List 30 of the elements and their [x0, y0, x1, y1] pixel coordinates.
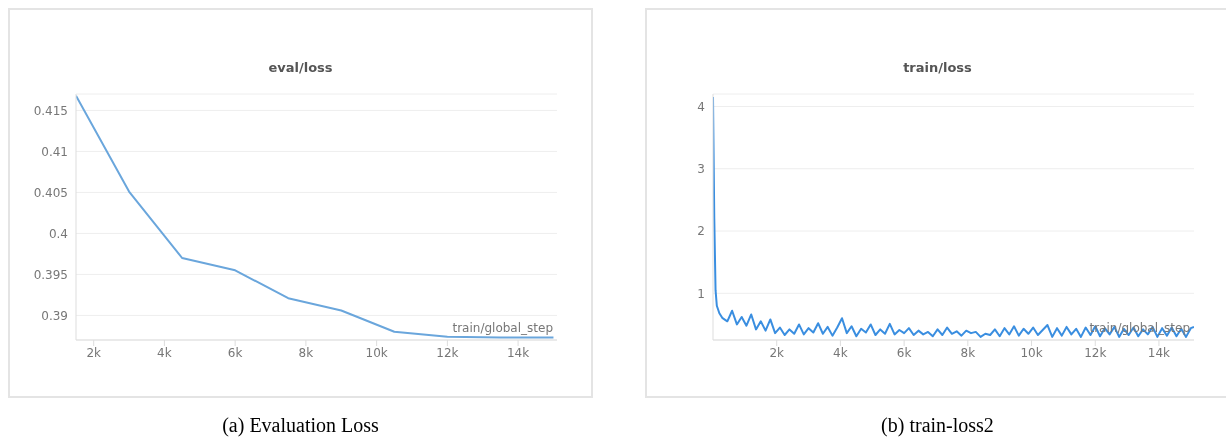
- chart-title: train/loss: [902, 60, 973, 75]
- x-tick-label: 10k: [1020, 345, 1043, 360]
- line-series: [76, 94, 555, 339]
- y-tick-label: 3: [697, 161, 705, 176]
- x-tick-label: 8k: [960, 345, 976, 360]
- y-tick-label: 0.39: [41, 308, 68, 323]
- x-tick-label: 6k: [896, 345, 912, 360]
- y-tick-label: 1: [697, 286, 705, 301]
- x-axis-title: train/global_step: [452, 321, 553, 335]
- y-tick-label: 0.415: [33, 103, 68, 118]
- x-tick-label: 2k: [769, 345, 785, 360]
- x-tick-label: 4k: [833, 345, 848, 360]
- x-tick-label: 14k: [1147, 345, 1171, 360]
- x-tick-label: 14k: [506, 345, 530, 360]
- y-tick-label: 0.395: [33, 267, 68, 282]
- chart-title: eval/loss: [267, 60, 334, 75]
- x-tick-label: 10k: [365, 345, 388, 360]
- x-tick-label: 2k: [86, 345, 102, 360]
- y-tick-label: 4: [697, 99, 705, 114]
- y-tick-label: 0.41: [41, 144, 68, 159]
- y-tick-label: 0.405: [33, 185, 68, 200]
- x-tick-label: 12k: [436, 345, 459, 360]
- y-tick-label: 2: [697, 224, 705, 239]
- text: (b) train-loss2: [880, 414, 995, 437]
- x-tick-label: 4k: [157, 345, 172, 360]
- text: (a) Evaluation Loss: [221, 414, 380, 437]
- x-tick-label: 12k: [1084, 345, 1107, 360]
- x-tick-label: 8k: [298, 345, 314, 360]
- x-tick-label: 6k: [227, 345, 243, 360]
- y-tick-label: 0.4: [48, 226, 68, 241]
